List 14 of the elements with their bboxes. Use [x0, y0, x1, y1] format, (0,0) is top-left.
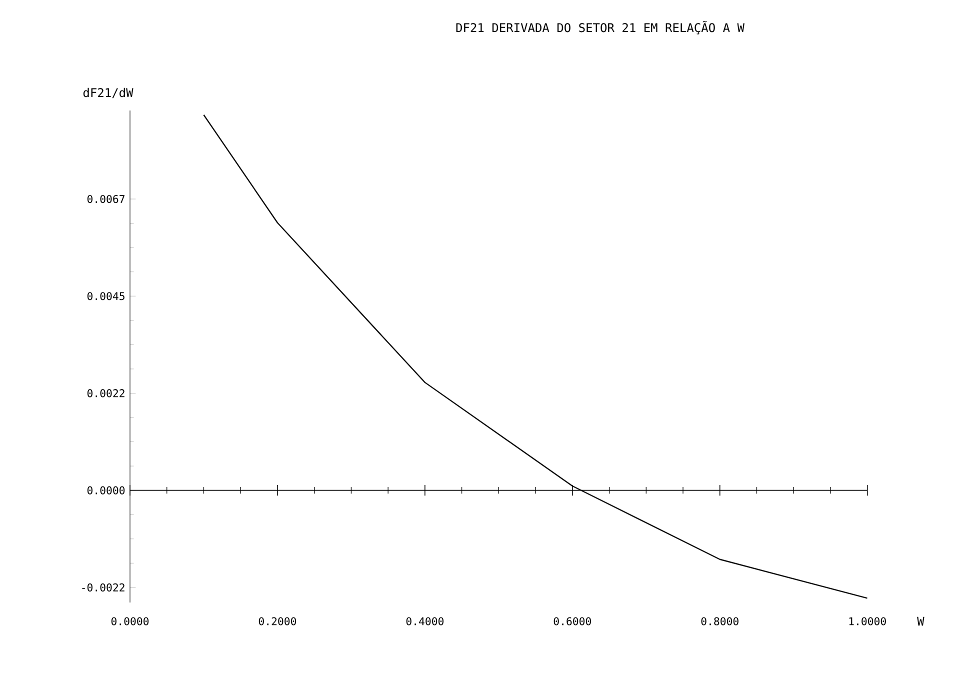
x-tick-label: 0.2000	[258, 617, 296, 626]
y-tick-label: 0.0000	[87, 486, 125, 494]
x-axis-title: W	[917, 616, 924, 626]
x-tick-label: 1.0000	[849, 617, 886, 626]
x-tick-label: 0.8000	[701, 617, 738, 626]
y-axis-title: dF21/dW	[83, 88, 134, 98]
chart-title: DF21 DERIVADA DO SETOR 21 EM RELAÇÃO A W	[456, 20, 744, 34]
y-tick-label: 0.0045	[87, 292, 124, 300]
y-tick-label: 0.0067	[87, 194, 124, 204]
x-tick-label: 0.4000	[406, 617, 444, 626]
y-tick-label: 0.0022	[87, 389, 124, 398]
x-tick-label: 0.0000	[111, 617, 149, 626]
y-tick-label: -0.0022	[82, 583, 124, 592]
x-tick-label: 0.6000	[554, 617, 591, 626]
